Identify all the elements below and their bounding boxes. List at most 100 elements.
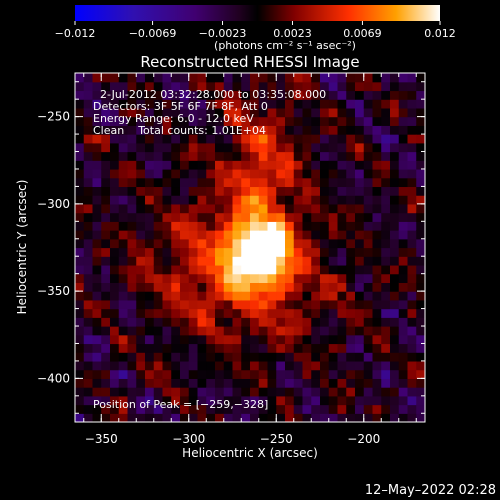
heatmap-cell (302, 116, 312, 126)
heatmap-cell (407, 221, 417, 231)
heatmap-cell (320, 352, 330, 362)
heatmap-cell (92, 360, 102, 371)
heatmap-cell (302, 177, 312, 188)
heatmap-cell (180, 413, 190, 422)
heatmap-cell (83, 238, 94, 249)
heatmap-cell (267, 247, 277, 257)
heatmap-cell (372, 273, 382, 283)
heatmap-cell (267, 308, 277, 318)
heatmap-cell (311, 230, 321, 240)
heatmap-cell (355, 282, 365, 292)
heatmap-cell (197, 247, 207, 257)
heatmap-cell (75, 291, 85, 301)
heatmap-cell (101, 81, 111, 92)
heatmap-cell (83, 116, 94, 126)
heatmap-cell (390, 299, 400, 310)
heatmap-cell (267, 134, 277, 144)
heatmap-cell (320, 203, 330, 214)
heatmap-cell (285, 177, 295, 188)
heatmap-cell (75, 282, 85, 292)
heatmap-cell (92, 151, 102, 161)
heatmap-cell (127, 326, 137, 336)
heatmap-cell (232, 212, 242, 222)
heatmap-cell (390, 395, 400, 406)
heatmap-cell (407, 256, 417, 266)
heatmap-cell (241, 221, 251, 231)
heatmap-cell (381, 151, 391, 161)
heatmap-cell (346, 203, 356, 214)
heatmap-cell (171, 195, 181, 205)
heatmap-cell (337, 395, 347, 406)
heatmap-cell (355, 299, 365, 310)
heatmap-cell (372, 99, 382, 109)
heatmap-cell (110, 186, 120, 196)
heatmap-cell (276, 203, 286, 214)
heatmap-cell (188, 177, 199, 188)
heatmap-cell (145, 387, 155, 397)
heatmap-cell (101, 317, 111, 327)
heatmap-cell (153, 73, 164, 83)
colorbar-tick-labels: −0.012 −0.0069 −0.0023 0.0023 0.0069 0.012 (55, 27, 456, 40)
annotation-energy: Energy Range: 6.0 - 12.0 keV (93, 112, 254, 125)
heatmap-cell (92, 247, 102, 257)
heatmap-cell (136, 81, 146, 92)
heatmap-cell (337, 343, 347, 353)
heatmap-cell (127, 142, 137, 153)
heatmap-cell (311, 73, 321, 83)
heatmap-cell (127, 352, 137, 362)
heatmap-cell (416, 186, 425, 196)
heatmap-cell (293, 326, 304, 336)
heatmap-cell (136, 134, 146, 144)
heatmap-cell (92, 308, 102, 318)
heatmap-cell (118, 168, 129, 179)
heatmap-cell (171, 282, 181, 292)
heatmap-cell (258, 168, 269, 179)
heatmap-cell (197, 317, 207, 327)
heatmap-cell (372, 291, 382, 301)
heatmap-cell (372, 352, 382, 362)
heatmap-cell (407, 395, 417, 406)
footer-timestamp: 12–May–2022 02:28 (365, 483, 496, 498)
heatmap-cell (267, 369, 277, 379)
heatmap-cell (145, 334, 155, 345)
heatmap-cell (302, 273, 312, 283)
heatmap-cell (180, 73, 190, 83)
heatmap-cell (398, 247, 409, 257)
heatmap-cell (293, 308, 304, 318)
heatmap-cell (346, 90, 356, 100)
heatmap-cell (162, 247, 172, 257)
heatmap-cell (232, 81, 242, 92)
heatmap-cell (180, 221, 190, 231)
heatmap-cell (328, 160, 339, 170)
heatmap-cell (398, 186, 409, 196)
heatmap-cell (416, 203, 425, 214)
heatmap-cell (398, 160, 409, 170)
heatmap-cell (241, 186, 251, 196)
heatmap-cell (110, 352, 120, 362)
heatmap-cell (407, 151, 417, 161)
heatmap-cell (320, 142, 330, 153)
heatmap-cell (267, 221, 277, 231)
heatmap-cell (293, 212, 304, 222)
heatmap-cell (381, 395, 391, 406)
heatmap-cell (346, 73, 356, 83)
heatmap-cell (127, 387, 137, 397)
heatmap-cell (355, 317, 365, 327)
heatmap-cell (390, 282, 400, 292)
heatmap-cell (328, 264, 339, 275)
heatmap-cell (145, 343, 155, 353)
heatmap-cell (75, 334, 85, 345)
heatmap-cell (136, 299, 146, 310)
heatmap-cell (320, 212, 330, 222)
heatmap-cell (346, 308, 356, 318)
heatmap-cell (276, 247, 286, 257)
heatmap-cell (258, 81, 269, 92)
heatmap-cell (355, 73, 365, 83)
heatmap-cell (285, 81, 295, 92)
heatmap-cell (118, 221, 129, 231)
heatmap-cell (337, 177, 347, 188)
heatmap-cell (398, 264, 409, 275)
heatmap-cell (171, 151, 181, 161)
heatmap-cell (311, 378, 321, 388)
heatmap-cell (215, 360, 225, 371)
